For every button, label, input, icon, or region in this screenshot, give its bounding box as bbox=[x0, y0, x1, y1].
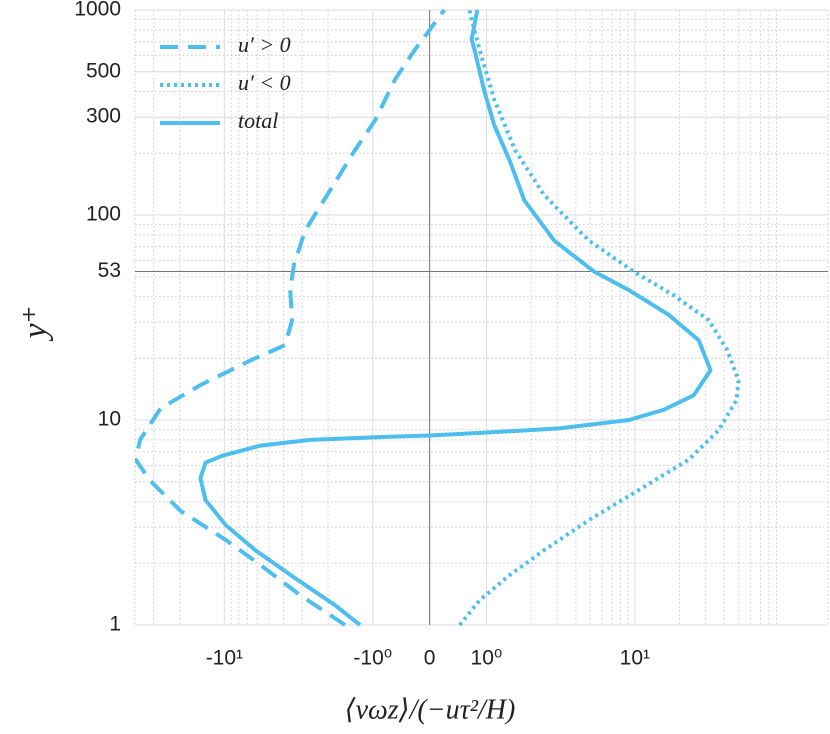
x-tick-label: -10⁰ bbox=[353, 647, 392, 670]
x-axis-label: ⟨vωz⟩/(−uτ²/H) bbox=[345, 694, 516, 725]
y-tick-label: 53 bbox=[98, 259, 121, 282]
y-axis-label: y⁺ bbox=[17, 305, 54, 341]
legend-label: u′ < 0 bbox=[238, 70, 291, 95]
x-tick-label: 0 bbox=[424, 647, 436, 670]
y-tick-label: 1000 bbox=[74, 0, 121, 21]
y-tick-label: 1 bbox=[109, 613, 121, 636]
series-line bbox=[458, 9, 741, 627]
series-line bbox=[135, 8, 446, 627]
series-line bbox=[198, 9, 713, 627]
legend-label: total bbox=[238, 108, 278, 133]
grid bbox=[134, 9, 829, 626]
x-tick-label: 10¹ bbox=[620, 647, 650, 670]
legend-label: u′ > 0 bbox=[238, 32, 291, 57]
y-tick-label: 500 bbox=[86, 59, 121, 82]
y-tick-label: 10 bbox=[98, 408, 121, 431]
y-tick-label: 300 bbox=[86, 105, 121, 128]
x-tick-label: -10¹ bbox=[206, 647, 243, 670]
y-tick-label: 100 bbox=[86, 203, 121, 226]
x-tick-label: 10⁰ bbox=[471, 647, 503, 670]
plot-area bbox=[135, 8, 741, 627]
